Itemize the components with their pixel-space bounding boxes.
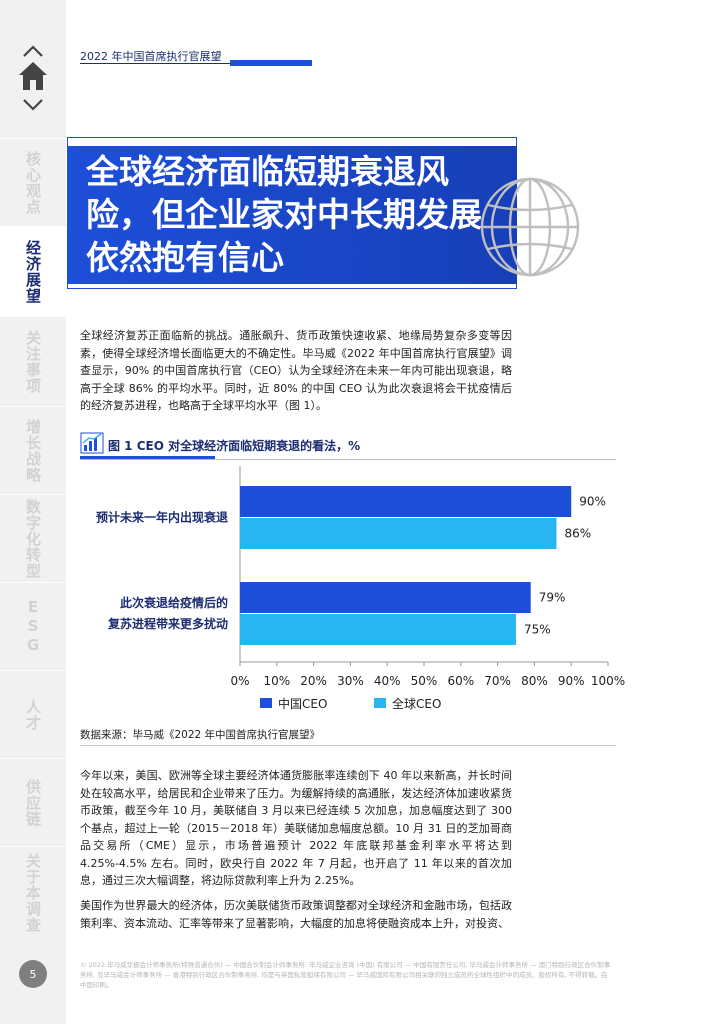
sidebar-item-label: 增长战略 bbox=[24, 418, 42, 483]
sidebar-item-digital-transformation[interactable]: 数字化转型 bbox=[0, 494, 66, 582]
value-label: 90% bbox=[579, 495, 606, 509]
body-paragraph-3: 美国作为世界最大的经济体，历次美联储货币政策调整都对全球经济和金融市场，包括政策… bbox=[80, 899, 512, 930]
report-header-title: 2022 年中国首席执行官展望 bbox=[80, 50, 222, 63]
sidebar-item-label: 数字化转型 bbox=[24, 498, 42, 579]
header-rule bbox=[80, 63, 230, 64]
bar-global-ceo bbox=[240, 518, 557, 549]
sidebar-item-label: ESG bbox=[24, 598, 42, 655]
sidebar-item-talent[interactable]: 人才 bbox=[0, 670, 66, 758]
bar-chart-icon bbox=[80, 432, 104, 454]
value-label: 86% bbox=[564, 527, 591, 541]
value-label: 79% bbox=[539, 591, 566, 605]
x-tick-label: 90% bbox=[558, 674, 585, 688]
sidebar-item-label: 关注事项 bbox=[24, 329, 42, 394]
x-tick-label: 100% bbox=[591, 674, 625, 688]
recession-outlook-chart: 0% 10% 20% 30% 40% 50% 60% 70% 80% 90% 100% 90% 86% 预… bbox=[96, 466, 625, 711]
sidebar-item-focus-areas[interactable]: 关注事项 bbox=[0, 316, 66, 406]
chevron-down-icon[interactable] bbox=[22, 98, 44, 112]
sidebar-item-about-survey[interactable]: 关于本调查 bbox=[0, 846, 66, 938]
value-label: 75% bbox=[524, 623, 551, 637]
x-tick-label: 30% bbox=[337, 674, 364, 688]
sidebar-item-label: 经济展望 bbox=[24, 239, 42, 304]
category-label: 此次衰退给疫情后的 bbox=[120, 595, 228, 610]
category-label: 复苏进程带来更多扰动 bbox=[107, 616, 228, 631]
category-label: 预计未来一年内出现衰退 bbox=[96, 510, 228, 525]
x-tick-label: 0% bbox=[230, 674, 249, 688]
intro-paragraph: 全球经济复苏正面临新的挑战。通胀飙升、货币政策快速收紧、地缘局势复杂多变等因素，… bbox=[80, 329, 512, 412]
bar-china-ceo bbox=[240, 486, 572, 517]
globe-icon bbox=[480, 177, 580, 277]
x-tick-label: 50% bbox=[411, 674, 438, 688]
x-tick-label: 10% bbox=[263, 674, 290, 688]
x-tick-label: 20% bbox=[300, 674, 327, 688]
figure-source: 数据来源：毕马威《2022 年中国首席执行官展望》 bbox=[80, 729, 321, 741]
sidebar-nav: 核心观点经济展望关注事项增长战略数字化转型 ESG 人才供应链关于本调查 5 bbox=[0, 0, 66, 1024]
bar-global-ceo bbox=[240, 614, 516, 645]
sidebar-item-economic-outlook[interactable]: 经济展望 bbox=[0, 226, 66, 316]
figure-divider bbox=[80, 459, 616, 460]
sidebar-item-esg[interactable]: ESG bbox=[0, 582, 66, 670]
header-accent-bar bbox=[230, 60, 312, 66]
legend-swatch bbox=[374, 698, 386, 708]
x-tick-label: 60% bbox=[447, 674, 474, 688]
hero-title: 全球经济面临短期衰退风险，但企业家对中长期发展依然抱有信心 bbox=[86, 152, 482, 277]
figure-title: 图 1 CEO 对全球经济面临短期衰退的看法，% bbox=[108, 439, 361, 453]
hero-banner bbox=[67, 146, 517, 284]
body-paragraph-2: 今年以来，美国、欧洲等全球主要经济体通货膨胀率连续创下 40 年以来新高，并长时… bbox=[80, 769, 512, 887]
x-tick-label: 70% bbox=[484, 674, 511, 688]
sidebar-item-label: 核心观点 bbox=[24, 150, 42, 215]
legend-label: 中国CEO bbox=[278, 696, 327, 711]
page-number: 5 bbox=[19, 960, 47, 988]
bar-china-ceo bbox=[240, 582, 531, 613]
sidebar-item-supply-chain[interactable]: 供应链 bbox=[0, 758, 66, 846]
sidebar-item-core-views[interactable]: 核心观点 bbox=[0, 138, 66, 226]
sidebar-item-growth-strategy[interactable]: 增长战略 bbox=[0, 406, 66, 494]
x-tick-label: 80% bbox=[521, 674, 548, 688]
sidebar-item-label: 供应链 bbox=[24, 778, 42, 827]
figure-accent-bar bbox=[80, 456, 215, 459]
home-icon[interactable] bbox=[17, 60, 49, 92]
legend-label: 全球CEO bbox=[392, 696, 441, 711]
x-tick-label: 40% bbox=[374, 674, 401, 688]
sidebar-item-label: 人才 bbox=[24, 698, 42, 731]
source-divider bbox=[80, 745, 616, 746]
copyright-footer: © 2022 毕马威华振会计师事务所(特殊普通合伙) — 中国合伙制会计师事务所… bbox=[80, 961, 611, 989]
sidebar-item-label: 关于本调查 bbox=[24, 852, 42, 933]
legend-swatch bbox=[260, 698, 272, 708]
chevron-up-icon[interactable] bbox=[22, 44, 44, 58]
